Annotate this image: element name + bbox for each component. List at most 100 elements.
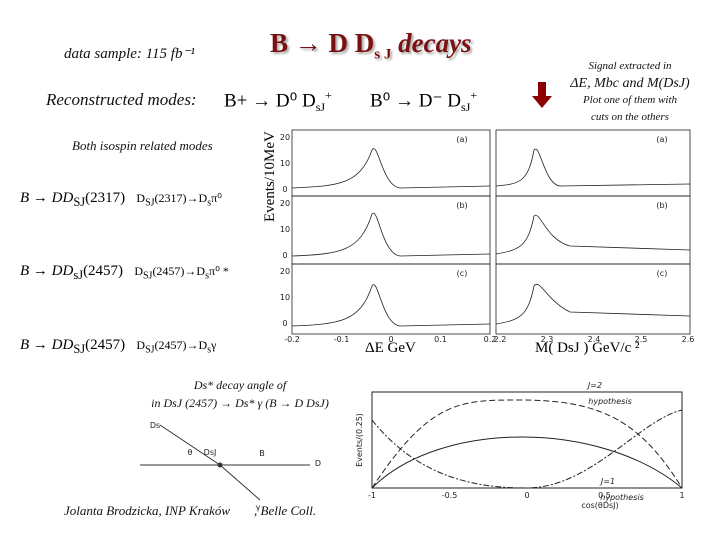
x-tick-label: 0.2 [484, 335, 497, 344]
sub: s [207, 197, 212, 209]
mass: (2317) [85, 190, 126, 206]
panel-label: (b) [656, 201, 667, 210]
mode: B+ → D⁰ DsJ+ [224, 88, 332, 115]
decay-list: B → DDSJ(2317) DSJ(2317)→Dsπ⁰ B → DDsJ(2… [20, 164, 229, 384]
decay-b: B → DD [20, 190, 74, 206]
note-line: in DsJ (2457) → Ds* γ (B → D DsJ) [151, 396, 329, 410]
x-tick-label: 0 [524, 491, 529, 500]
particle: γ [211, 337, 217, 352]
particle: π⁰ [211, 191, 222, 205]
sub: SJ [145, 344, 155, 356]
y-tick-label: 0 [282, 185, 287, 194]
sub: SJ [142, 270, 153, 282]
diagram-label: D [315, 459, 321, 468]
diagram-label: DsJ [204, 448, 217, 457]
title-tail: decays [398, 28, 472, 58]
panel-label: (a) [656, 135, 667, 144]
hypothesis-label: hypothesis [588, 397, 631, 406]
y-tick-label: 20 [280, 199, 290, 208]
title-main: B → D D [270, 28, 375, 58]
angle-note: Ds* decay angle of in DsJ (2457) → Ds* γ … [150, 376, 330, 412]
x-tick-label: 2.3 [541, 335, 554, 344]
decay: B → DDSJ(2457) DSJ(2457)→Dsγ [20, 311, 229, 384]
x-tick-label: 0 [388, 335, 393, 344]
signal-note: Signal extracted in ΔE, Mbc and M(DsJ) Plo… [560, 58, 700, 126]
y-tick-label: 0 [282, 319, 287, 328]
mode-text: B⁰ → D⁻ D [370, 90, 462, 112]
sub: SJ [73, 195, 86, 209]
hypothesis-label: J=2 [586, 381, 602, 390]
diagram-label: Ds [150, 421, 160, 430]
note-line: Ds* decay angle of [193, 378, 287, 392]
diagram-label: B [259, 449, 265, 458]
arrow [532, 82, 552, 108]
mode: B⁰ → D⁻ DsJ+ [370, 88, 477, 115]
panel-label: (c) [457, 269, 468, 278]
note-line: Signal extracted in [588, 60, 672, 72]
mass: (2457) [83, 263, 124, 280]
decay-d: D [136, 191, 146, 205]
x-axis-label: ΔE GeV [365, 340, 416, 356]
panel-label: (c) [657, 269, 668, 278]
decay: B → DDsJ(2457) DSJ(2457)→Dsπ⁰ * [20, 237, 229, 310]
mass: (2457) [85, 336, 126, 353]
note-line: cuts on the others [591, 111, 669, 123]
sub: s [207, 344, 212, 356]
x-tick-label: 2.5 [635, 335, 648, 344]
x-tick-label: 2.6 [682, 335, 695, 344]
y-tick-label: 20 [280, 133, 290, 142]
y-tick-label: 10 [280, 225, 290, 234]
sub: sJ [73, 268, 84, 283]
x-tick-label: 2.4 [588, 335, 601, 344]
hypothesis-label: J=1 [599, 477, 615, 486]
panel-label: (b) [456, 201, 467, 210]
x-tick-label: 0.1 [434, 335, 447, 344]
decay-tail: (2457)→D [154, 337, 208, 352]
y-tick-label: 10 [280, 293, 290, 302]
decay-b: B → DD [20, 336, 74, 353]
diagram-label: θ [188, 448, 193, 457]
author: Jolanta Brodzicka, INP Kraków [64, 503, 231, 518]
mode-sub: sJ [461, 100, 471, 115]
note-line: ΔE, Mbc and M(DsJ) [570, 76, 690, 91]
y-tick-label: 20 [280, 267, 290, 276]
y-axis-label: Events/(0.25) [355, 413, 364, 467]
decay-tail: (2457)→D [152, 264, 206, 279]
title: B → D Ds J decays [270, 28, 472, 63]
x-tick-label: -0.2 [284, 335, 300, 344]
angle-plot [371, 391, 683, 489]
mode-sup: + [325, 88, 332, 102]
hypothesis-label: hypothesis [600, 493, 643, 502]
y-tick-label: 10 [280, 159, 290, 168]
x-tick-label: 2.2 [494, 335, 507, 344]
histograms [291, 129, 691, 335]
decay-d: D [136, 337, 146, 352]
sub: SJ [145, 197, 155, 209]
particle: π⁰ * [209, 264, 229, 279]
x-tick-label: 0.5 [598, 491, 611, 500]
x-tick-label: -1 [368, 491, 376, 500]
decay-tail: (2317)→D [154, 191, 208, 205]
x-tick-label: -0.1 [334, 335, 350, 344]
x-tick-label: 1 [679, 491, 684, 500]
y-tick-label: 0 [282, 251, 287, 260]
isospin-note: Both isospin related modes [72, 138, 213, 153]
angle-diagram [140, 424, 310, 501]
diagram-label: γ [256, 503, 261, 512]
note-line: Plot one of them with [582, 94, 678, 106]
decay: B → DDSJ(2317) DSJ(2317)→Dsπ⁰ [20, 164, 229, 237]
decay-d: D [134, 264, 143, 279]
mode-text: B+ → D⁰ D [224, 90, 316, 112]
sub: SJ [73, 341, 86, 356]
collaboration: , Belle Coll. [254, 503, 317, 518]
mode-sub: sJ [315, 100, 326, 115]
data-sample: data sample: 115 fb⁻¹ [64, 46, 195, 62]
sub: s [205, 270, 210, 282]
decay-b: B → DD [20, 263, 74, 280]
panel-label: (a) [456, 135, 467, 144]
x-tick-label: -0.5 [442, 491, 458, 500]
title-sub: s J [374, 46, 392, 63]
x-axis-label: cos(θDsJ) [581, 501, 618, 510]
